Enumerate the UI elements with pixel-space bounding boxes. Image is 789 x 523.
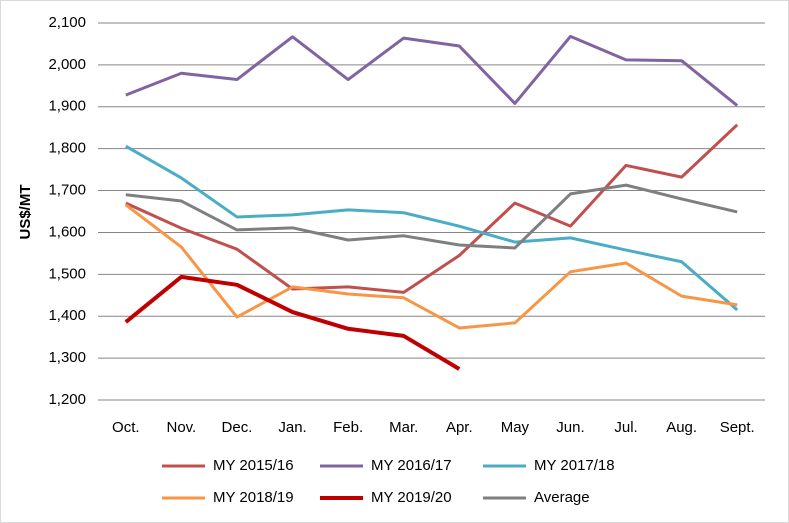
x-tick-label: Feb.: [333, 419, 363, 436]
x-tick-label: Mar.: [389, 419, 418, 436]
x-tick-label: Dec.: [222, 419, 253, 436]
x-tick-label: Aug.: [666, 419, 697, 436]
series-line: [125, 183, 738, 250]
series-line: [124, 274, 461, 371]
y-axis-label: US$/MT: [17, 184, 34, 239]
legend-label: MY 2018/19: [213, 489, 294, 506]
x-tick-label: Jan.: [278, 419, 306, 436]
y-tick-label: 1,300: [48, 349, 86, 366]
y-tick-label: 1,700: [48, 182, 86, 199]
x-tick-label: Jul.: [614, 419, 637, 436]
y-tick-label: 1,500: [48, 265, 86, 282]
series-line: [125, 144, 739, 312]
series-line: [125, 34, 739, 107]
legend-label: MY 2017/18: [534, 457, 615, 474]
legend-label: MY 2016/17: [371, 457, 452, 474]
legend-label: MY 2019/20: [371, 489, 452, 506]
y-tick-label: 1,800: [48, 140, 86, 157]
legend-label: Average: [534, 489, 590, 506]
y-tick-label: 2,000: [48, 56, 86, 73]
x-tick-label: Sept.: [720, 419, 755, 436]
x-tick-label: Jun.: [556, 419, 584, 436]
legend-label: MY 2015/16: [213, 457, 294, 474]
x-tick-label: Apr.: [446, 419, 473, 436]
y-tick-label: 1,400: [48, 307, 86, 324]
y-tick-label: 1,900: [48, 98, 86, 115]
series-line: [125, 123, 739, 294]
y-tick-label: 2,100: [48, 14, 86, 31]
series-line: [124, 203, 738, 330]
x-tick-label: Oct.: [112, 419, 140, 436]
y-tick-label: 1,200: [48, 391, 86, 408]
x-tick-label: May: [501, 419, 530, 436]
y-tick-label: 1,600: [48, 223, 86, 240]
x-tick-label: Nov.: [167, 419, 197, 436]
